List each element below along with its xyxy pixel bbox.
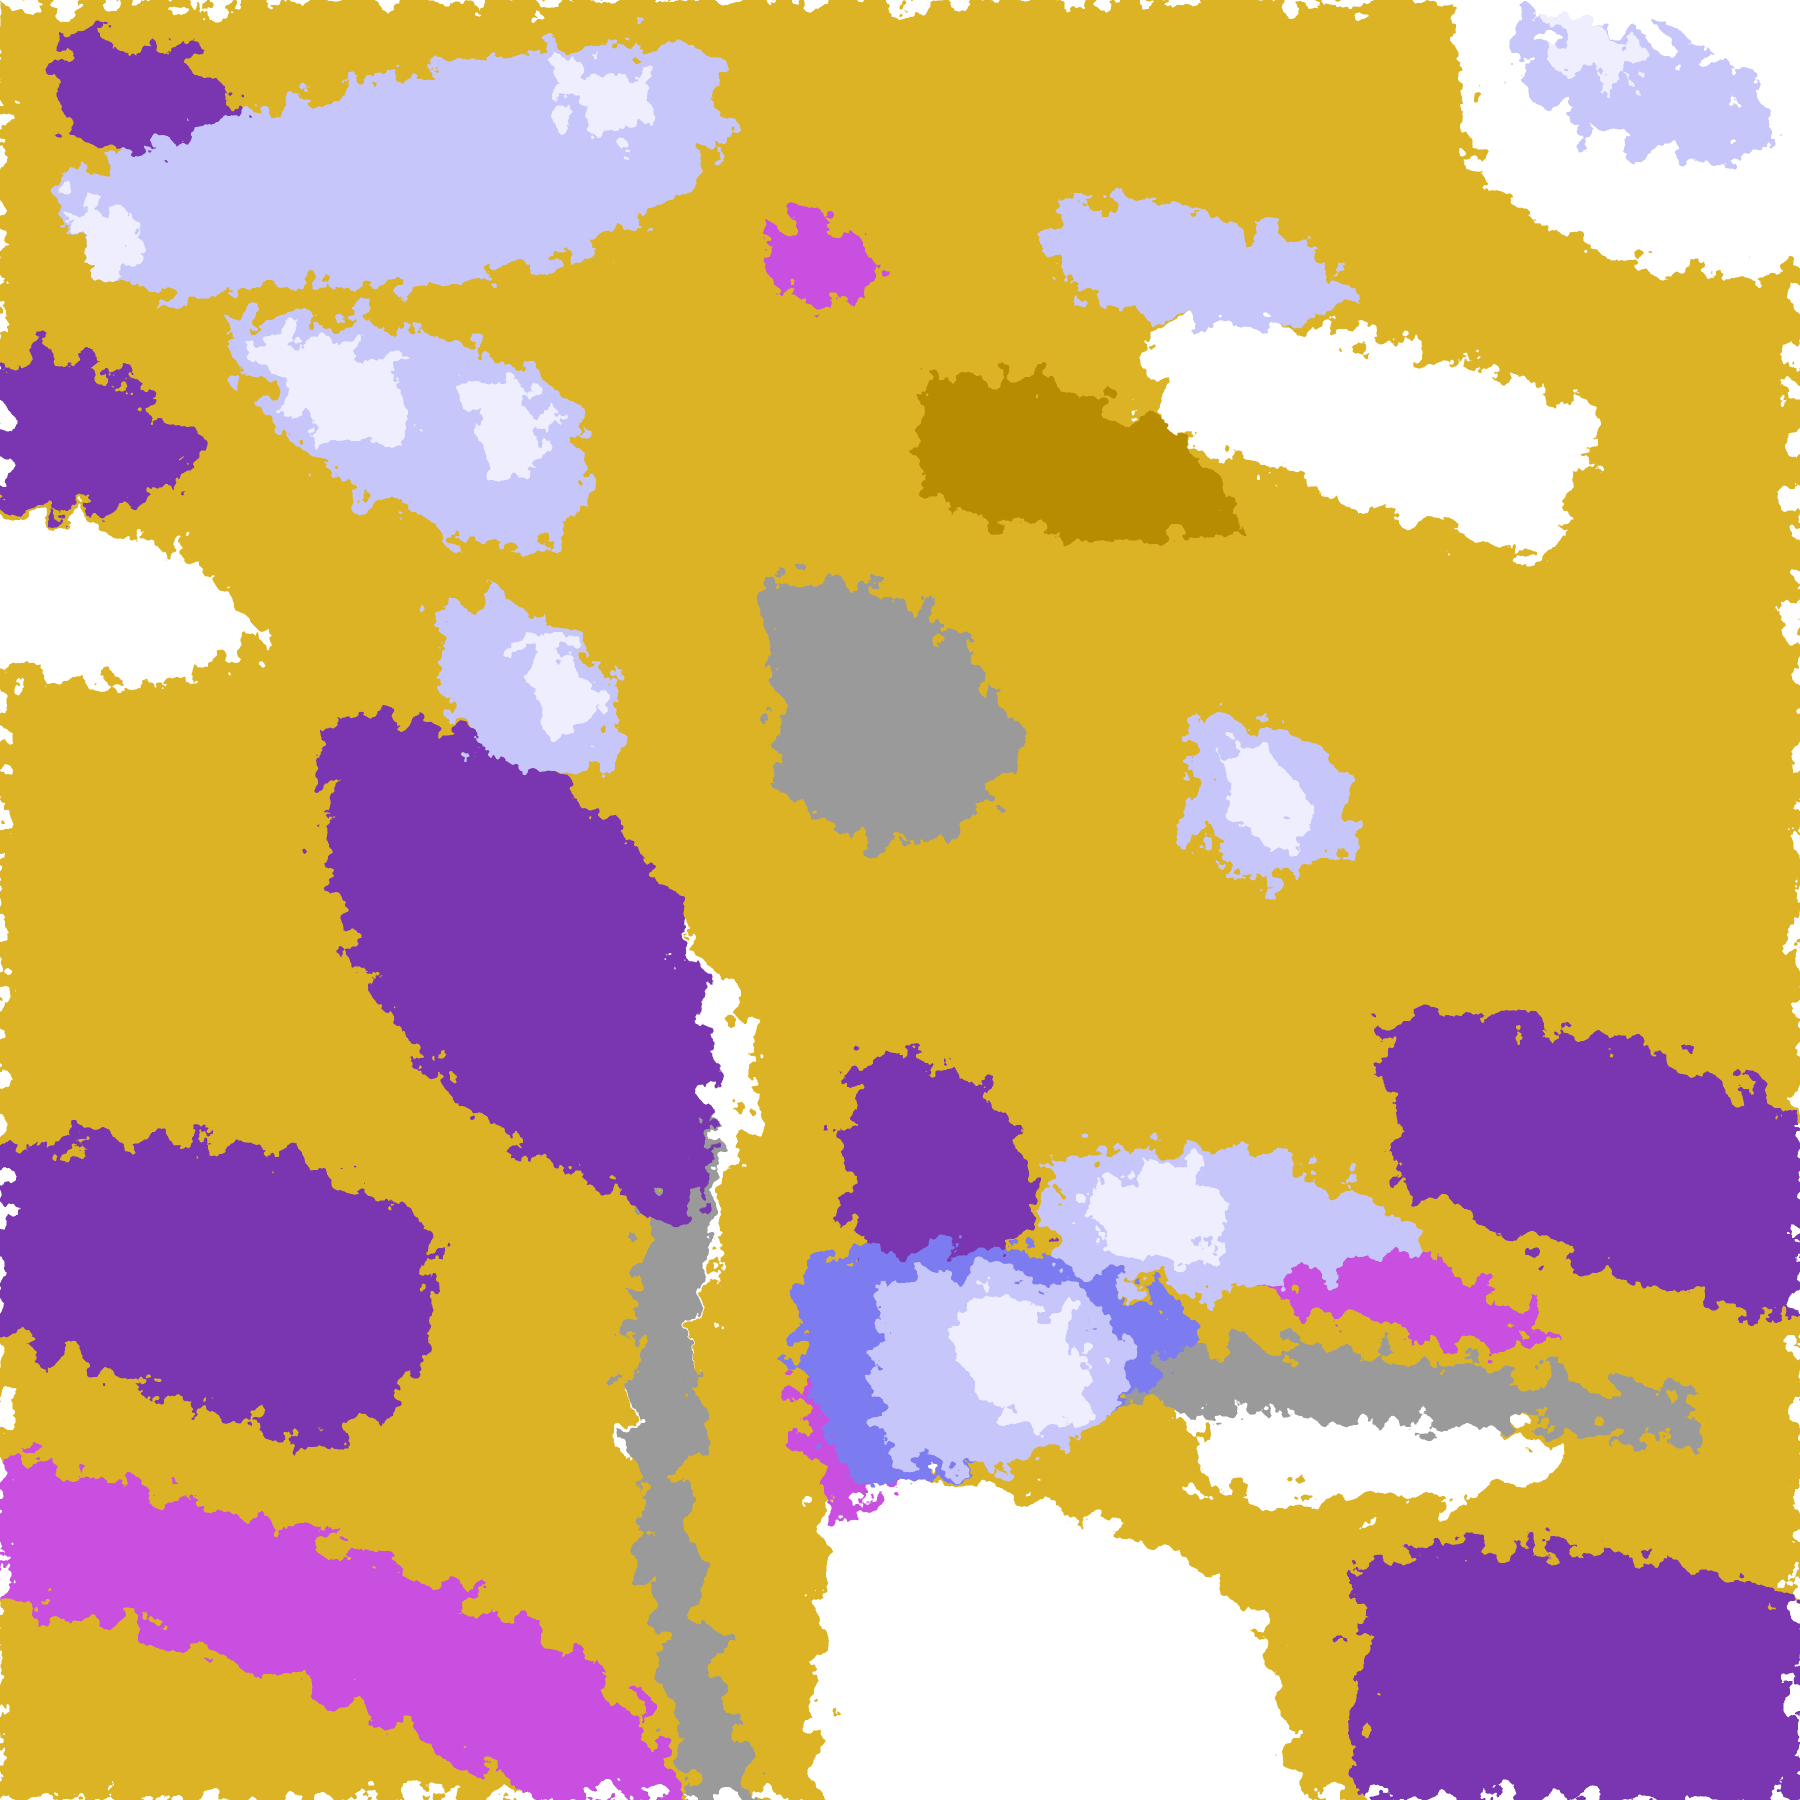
lavender-cloud [1060, 198, 1360, 325]
purple-region [322, 716, 714, 1220]
pale-cloud [520, 638, 596, 732]
gray-region [540, 820, 760, 1800]
clear-region [0, 516, 260, 685]
lavender-cloud [58, 40, 724, 300]
purple-region [1380, 1016, 1800, 1320]
purple-region [1360, 1543, 1800, 1800]
dark-gold-region [920, 376, 1240, 541]
purple-region [846, 1049, 1040, 1291]
pale-cloud [468, 378, 546, 467]
pale-cloud [260, 334, 411, 443]
pale-cloud [1140, 1158, 1225, 1232]
pale-cloud [1550, 18, 1636, 82]
purple-region [0, 1136, 435, 1440]
magenta-region [760, 218, 872, 308]
pale-cloud [558, 58, 646, 142]
gray-region [760, 576, 1020, 845]
purple-region [0, 354, 200, 512]
magenta-region [0, 1460, 680, 1800]
clear-region [820, 1476, 1300, 1800]
pale-cloud [1220, 748, 1306, 846]
clear-region [1150, 322, 1600, 560]
gray-region [1100, 1343, 1700, 1440]
pale-cloud [956, 1295, 1088, 1425]
pale-cloud [70, 198, 146, 272]
